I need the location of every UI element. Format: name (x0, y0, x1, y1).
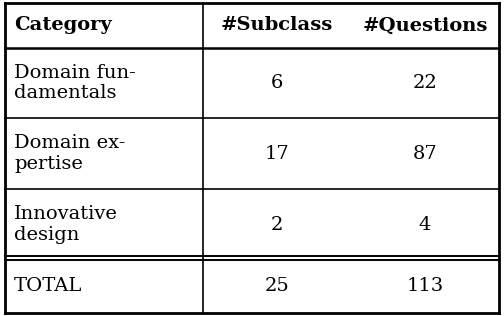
Text: TOTAL: TOTAL (14, 277, 83, 295)
Text: Category: Category (14, 16, 112, 34)
Text: 87: 87 (412, 145, 437, 163)
Text: 17: 17 (264, 145, 289, 163)
Text: 113: 113 (406, 277, 444, 295)
Text: 22: 22 (412, 74, 437, 92)
Text: 4: 4 (419, 216, 431, 234)
Text: #Questions: #Questions (362, 16, 487, 34)
Text: 6: 6 (271, 74, 283, 92)
Text: 25: 25 (264, 277, 289, 295)
Text: Domain ex-
pertise: Domain ex- pertise (14, 135, 125, 173)
Text: Innovative
design: Innovative design (14, 205, 118, 244)
Text: Domain fun-
damentals: Domain fun- damentals (14, 64, 136, 102)
Text: 2: 2 (271, 216, 283, 234)
Text: #Subclass: #Subclass (221, 16, 333, 34)
